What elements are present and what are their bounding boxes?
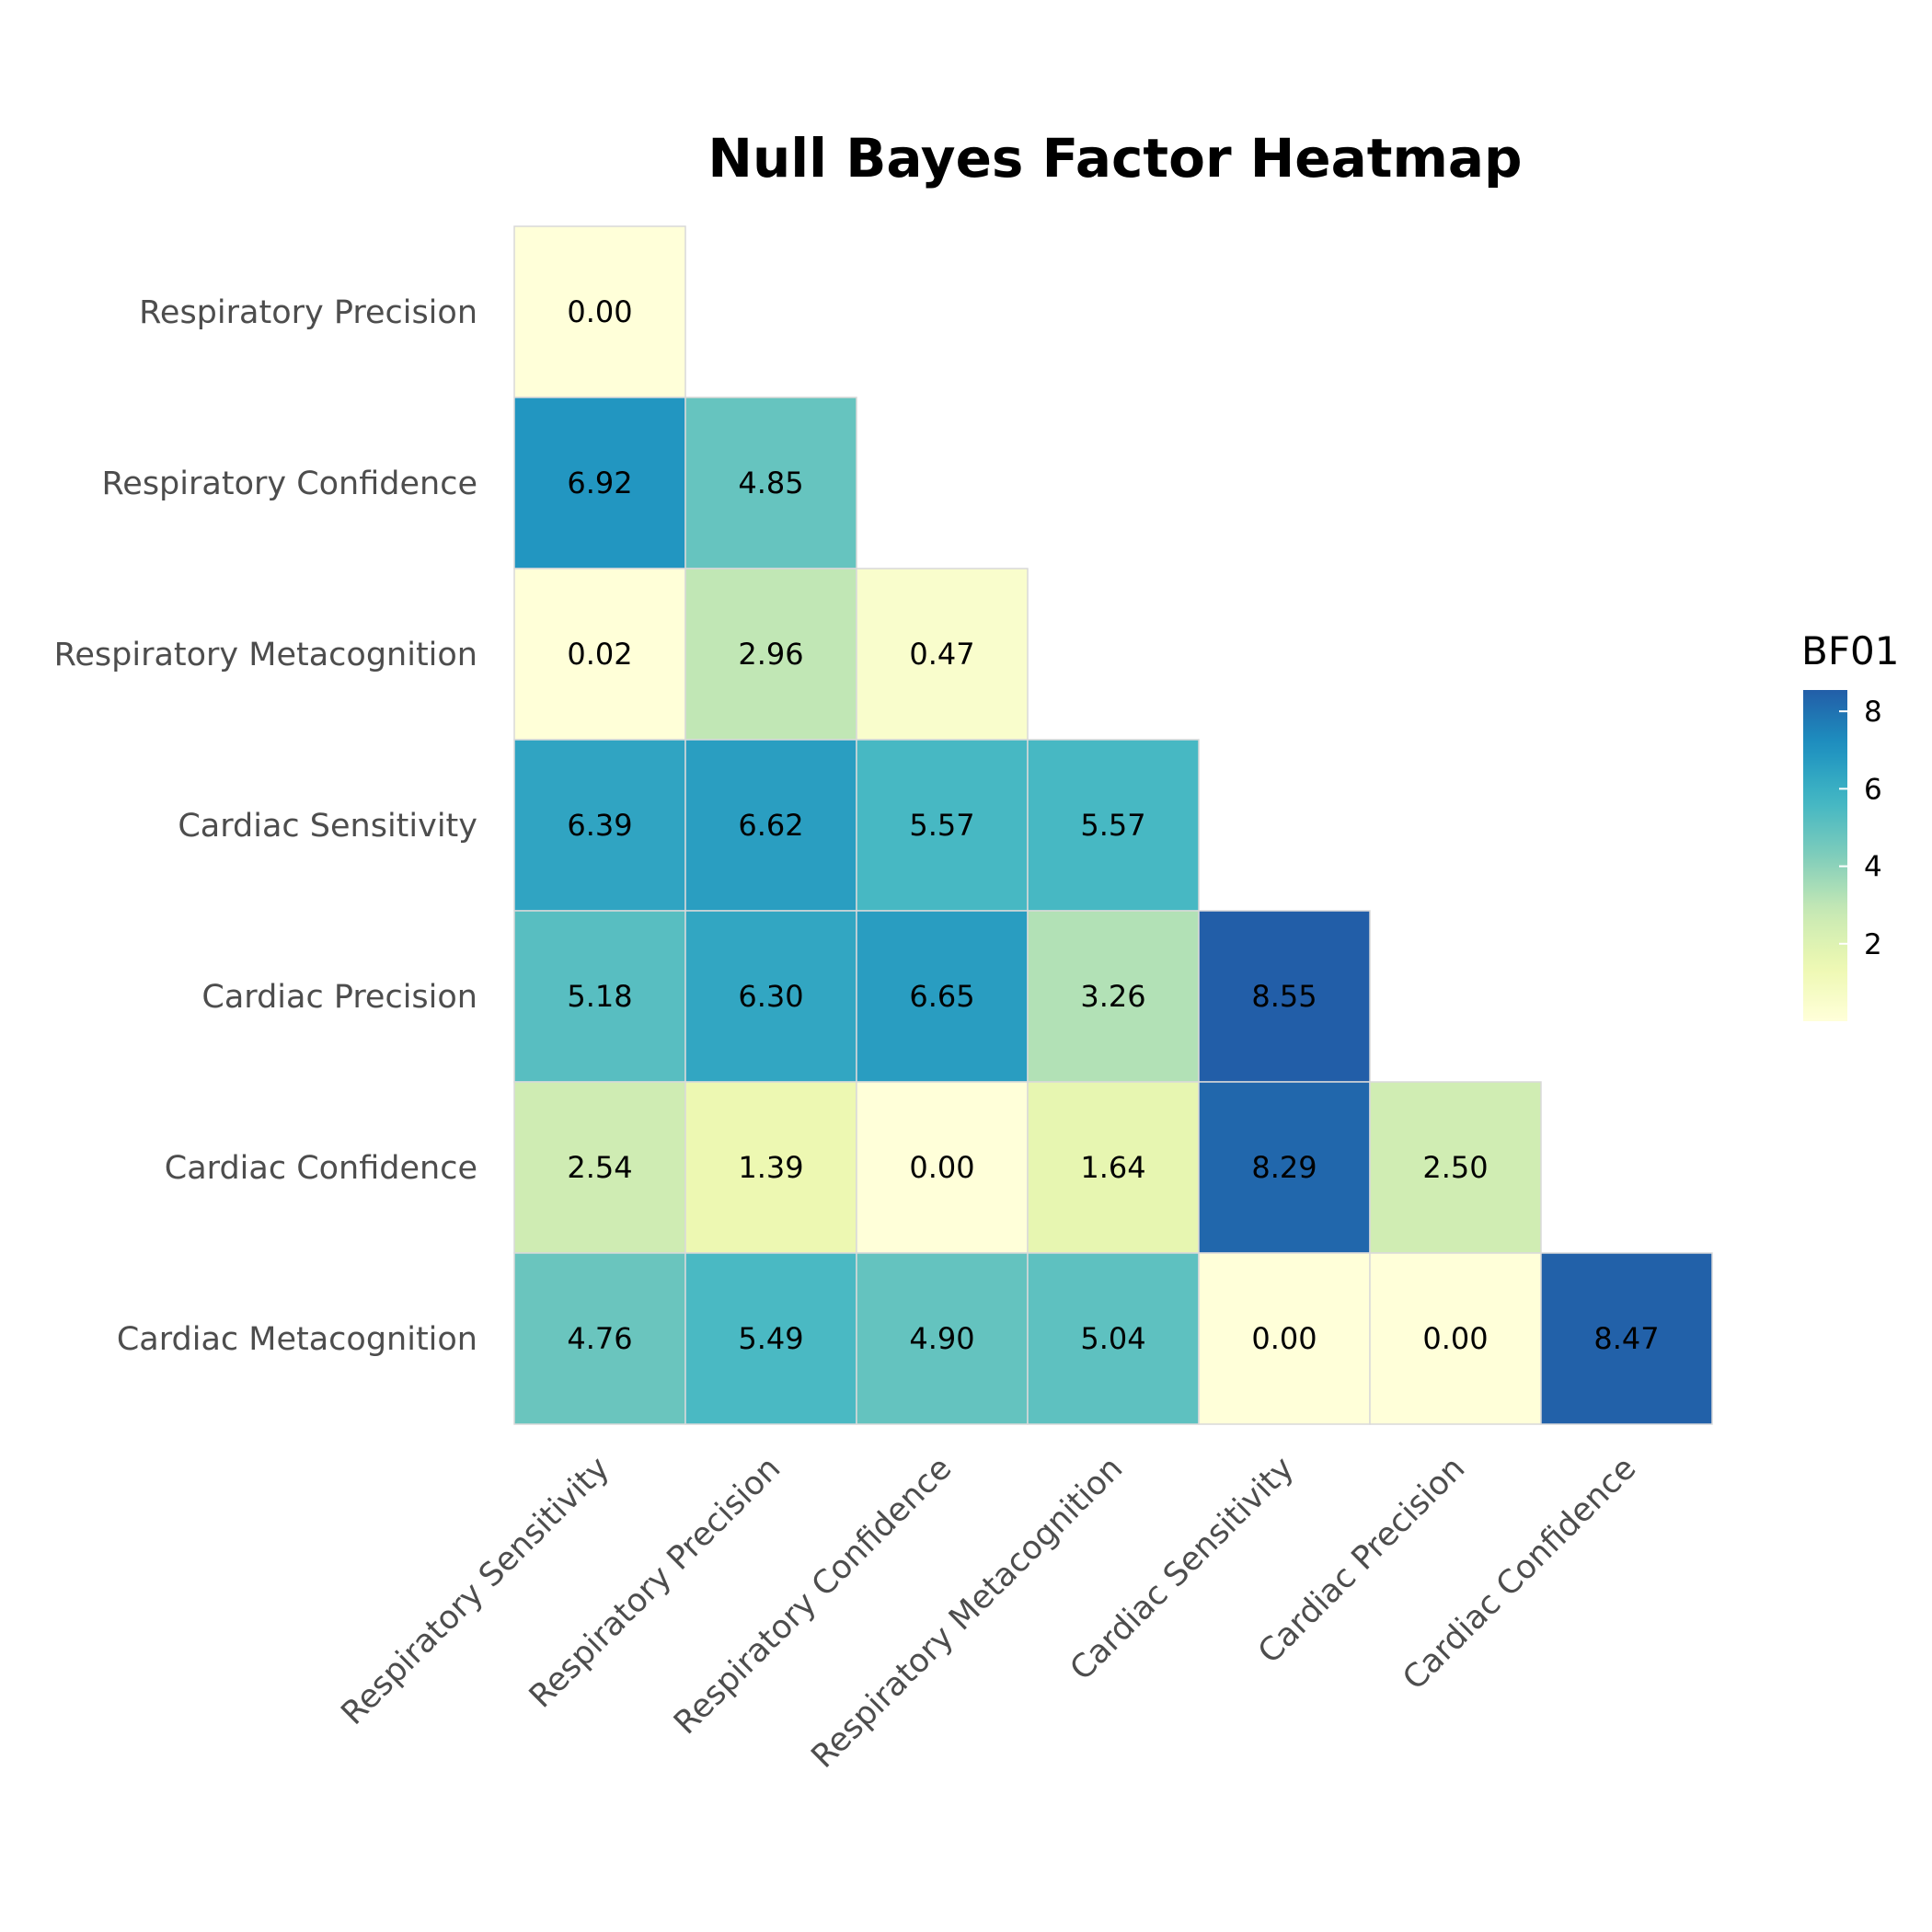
cell-value-label: 5.57 [1080, 808, 1145, 843]
heatmap-cell-cardiac-sensitivity-respiratory-metacognition [1027, 739, 1200, 912]
heatmap-cell-cardiac-precision-cardiac-sensitivity [1198, 910, 1371, 1083]
cell-value-label: 6.65 [909, 979, 974, 1014]
cell-value-label: 4.85 [738, 466, 803, 500]
heatmap-cell-respiratory-metacognition-respiratory-precision [684, 568, 857, 741]
heatmap-cell-cardiac-metacognition-respiratory-precision [684, 1252, 857, 1425]
heatmap-cell-cardiac-confidence-respiratory-precision [684, 1081, 857, 1254]
colorbar-legend: BF01 2 4 6 8 [1801, 628, 1899, 1021]
cell-value-label: 4.76 [567, 1321, 632, 1356]
colorbar-tick-label: 6 [1864, 773, 1882, 806]
cell-value-label: 6.30 [738, 979, 803, 1014]
x-tick-label-respiratory-confidence: Respiratory Confidence [667, 1450, 959, 1742]
cell-value-label: 6.62 [738, 808, 803, 843]
cell-value-label: 8.29 [1251, 1150, 1317, 1185]
cell-value-label: 2.96 [738, 637, 803, 672]
heatmap-cell-cardiac-precision-respiratory-metacognition [1027, 910, 1200, 1083]
x-tick-label-respiratory-sensitivity: Respiratory Sensitivity [335, 1450, 617, 1732]
cell-value-label: 5.04 [1080, 1321, 1145, 1356]
heatmap-cell-cardiac-metacognition-respiratory-metacognition [1027, 1252, 1200, 1425]
heatmap-cell-respiratory-confidence-respiratory-sensitivity [513, 397, 686, 569]
heatmap-cell-cardiac-metacognition-cardiac-precision [1369, 1252, 1542, 1425]
cell-value-label: 3.26 [1080, 979, 1145, 1014]
cell-value-label: 0.00 [567, 294, 632, 329]
y-tick-label-cardiac-confidence: Cardiac Confidence [165, 1150, 477, 1187]
cell-value-label: 6.92 [567, 466, 632, 500]
cell-value-label: 8.47 [1593, 1321, 1659, 1356]
y-tick-label-respiratory-metacognition: Respiratory Metacognition [54, 637, 477, 673]
heatmap-cell-cardiac-precision-respiratory-precision [684, 910, 857, 1083]
heatmap-cell-respiratory-precision-respiratory-sensitivity [513, 225, 686, 398]
heatmap-cell-cardiac-metacognition-cardiac-confidence [1540, 1252, 1713, 1425]
y-tick-label-cardiac-sensitivity: Cardiac Sensitivity [178, 808, 477, 845]
y-tick-label-cardiac-precision: Cardiac Precision [201, 979, 477, 1016]
heatmap-cell-cardiac-metacognition-respiratory-sensitivity [513, 1252, 686, 1425]
cell-value-label: 1.64 [1080, 1150, 1145, 1185]
heatmap-cells: 0.00 6.92 4.85 0.02 2.96 0.47 6.39 6.62 5.57 5.57… [513, 225, 1713, 1425]
heatmap-cell-cardiac-precision-respiratory-confidence [856, 910, 1029, 1083]
y-tick-label-respiratory-precision: Respiratory Precision [139, 294, 477, 331]
colorbar-tick-label: 8 [1864, 696, 1882, 729]
heatmap-cell-cardiac-sensitivity-respiratory-precision [684, 739, 857, 912]
y-tick-label-cardiac-metacognition: Cardiac Metacognition [117, 1321, 477, 1358]
colorbar-title: BF01 [1801, 628, 1899, 673]
heatmap-cell-cardiac-confidence-cardiac-precision [1369, 1081, 1542, 1254]
heatmap-cell-cardiac-confidence-respiratory-confidence [856, 1081, 1029, 1254]
cell-value-label: 2.54 [567, 1150, 632, 1185]
heatmap-cell-respiratory-confidence-respiratory-precision [684, 397, 857, 569]
cell-value-label: 4.90 [909, 1321, 974, 1356]
heatmap-cell-cardiac-confidence-respiratory-metacognition [1027, 1081, 1200, 1254]
cell-value-label: 6.39 [567, 808, 632, 843]
x-tick-label-respiratory-metacognition: Respiratory Metacognition [805, 1450, 1131, 1776]
cell-value-label: 0.02 [567, 637, 632, 672]
y-axis-labels: Respiratory Precision Respiratory Confide… [54, 294, 477, 1358]
cell-value-label: 5.49 [738, 1321, 803, 1356]
cell-value-label: 2.50 [1422, 1150, 1488, 1185]
heatmap-cell-respiratory-metacognition-respiratory-sensitivity [513, 568, 686, 741]
cell-value-label: 1.39 [738, 1150, 803, 1185]
heatmap-cell-cardiac-confidence-cardiac-sensitivity [1198, 1081, 1371, 1254]
y-tick-label-respiratory-confidence: Respiratory Confidence [102, 466, 477, 502]
colorbar-gradient [1803, 690, 1847, 1021]
colorbar-tick-label: 2 [1864, 928, 1882, 961]
cell-value-label: 8.55 [1251, 979, 1317, 1014]
cell-value-label: 0.00 [909, 1150, 974, 1185]
chart-title: Null Bayes Factor Heatmap [707, 127, 1522, 190]
cell-value-label: 5.57 [909, 808, 974, 843]
cell-value-label: 0.00 [1251, 1321, 1317, 1356]
heatmap-cell-cardiac-confidence-respiratory-sensitivity [513, 1081, 686, 1254]
cell-value-label: 5.18 [567, 979, 632, 1014]
heatmap-cell-respiratory-metacognition-respiratory-confidence [856, 568, 1029, 741]
cell-value-label: 0.00 [1422, 1321, 1488, 1356]
colorbar-tick-label: 4 [1864, 851, 1882, 884]
cell-value-label: 0.47 [909, 637, 974, 672]
